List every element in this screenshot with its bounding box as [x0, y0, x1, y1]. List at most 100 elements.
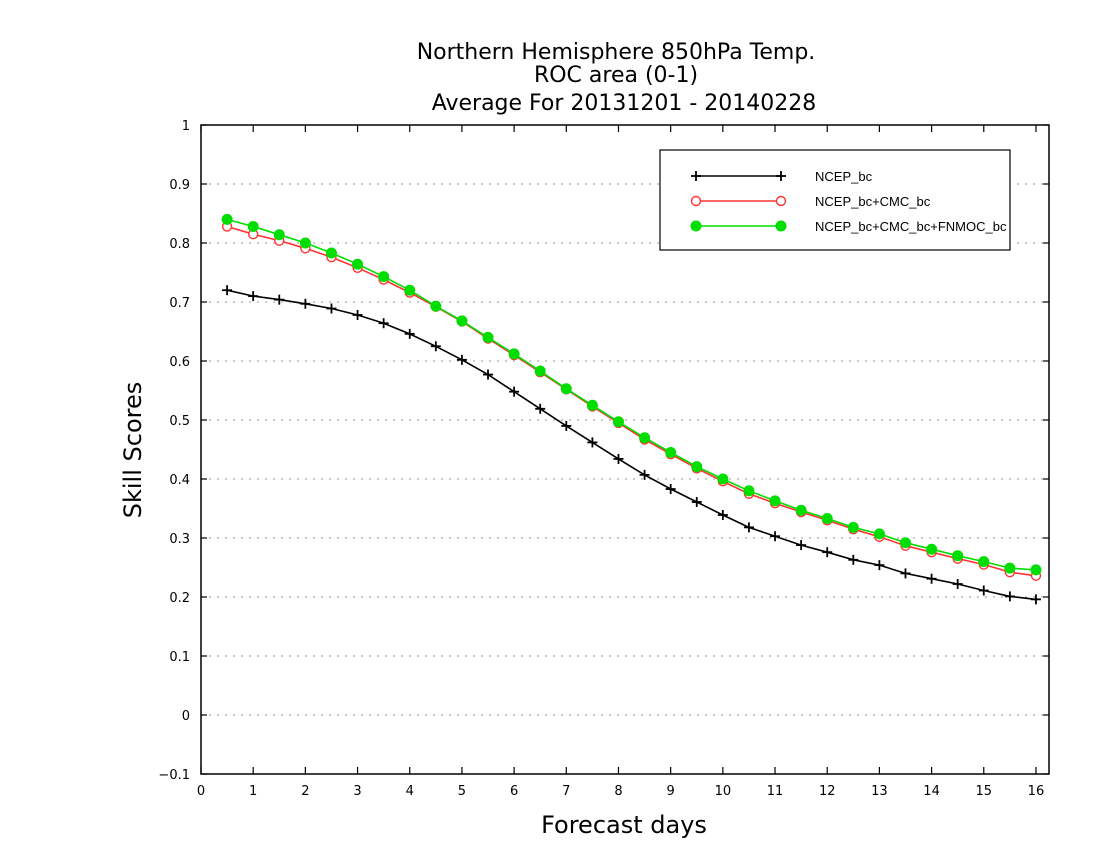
y-tick-label: 1	[182, 119, 190, 134]
y-tick-label: −0.1	[158, 768, 190, 783]
x-tick-label: 12	[819, 784, 836, 799]
data-point	[222, 285, 233, 296]
data-point	[873, 528, 885, 540]
data-point	[430, 341, 441, 352]
x-tick-label: 2	[301, 784, 309, 799]
x-tick-label: 1	[249, 784, 257, 799]
x-tick-label: 16	[1028, 784, 1045, 799]
data-point	[926, 573, 937, 584]
data-point	[326, 303, 337, 314]
legend: NCEP_bc NCEP_bc+CMC_bc NCEP_bc+CMC_bc+FNMO…	[659, 149, 1011, 251]
legend-entry: NCEP_bc+CMC_bc	[690, 194, 931, 209]
data-point	[299, 237, 311, 249]
data-point	[613, 453, 624, 464]
x-tick-label: 10	[715, 784, 732, 799]
data-point	[795, 504, 807, 516]
y-tick-label: 0.9	[169, 178, 190, 193]
data-point	[221, 213, 233, 225]
data-point	[1004, 562, 1016, 574]
x-tick-label: 5	[458, 784, 466, 799]
data-point	[586, 399, 598, 411]
data-point	[847, 521, 859, 533]
y-tick-label: 0.6	[169, 355, 190, 370]
data-point	[665, 484, 676, 495]
legend-label: NCEP_bc+CMC_bc+FNMOC_bc	[815, 219, 1007, 234]
data-point	[639, 432, 651, 444]
data-point	[430, 300, 442, 312]
x-tick-label: 7	[562, 784, 570, 799]
x-tick-label: 13	[871, 784, 888, 799]
chart-title: Northern Hemisphere 850hPa Temp. ROC are…	[417, 40, 817, 116]
data-point	[612, 416, 624, 428]
data-point	[691, 171, 701, 181]
y-axis-ticks: −0.1 0 0.1 0.2 0.3 0.4 0.5 0.6 0.7 0.8 0.9 1	[158, 119, 1049, 783]
series-line	[226, 289, 1037, 601]
y-axis-label: Skill Scores	[119, 382, 147, 519]
data-point	[483, 369, 494, 380]
data-point	[456, 315, 468, 327]
data-point	[796, 540, 807, 551]
data-point	[247, 220, 259, 232]
title-line-2: ROC area (0-1)	[534, 63, 698, 88]
data-point	[639, 469, 650, 480]
data-point	[900, 568, 911, 579]
data-point	[665, 446, 677, 458]
data-point	[534, 365, 546, 377]
series-1	[222, 285, 1041, 605]
data-point	[378, 271, 390, 283]
data-point	[690, 195, 702, 207]
data-point	[848, 554, 859, 565]
series-line	[226, 218, 1037, 571]
data-point	[770, 531, 781, 542]
data-point	[952, 550, 964, 562]
title-line-3: Average For 20131201 - 20140228	[432, 91, 817, 116]
data-point	[743, 522, 754, 533]
x-tick-label: 3	[353, 784, 361, 799]
y-tick-label: 0.3	[169, 532, 190, 547]
data-point	[690, 220, 702, 232]
data-point	[776, 171, 786, 181]
x-tick-label: 6	[510, 784, 518, 799]
data-point	[743, 485, 755, 497]
grid	[201, 183, 1049, 716]
data-point	[769, 495, 781, 507]
data-point	[717, 473, 729, 485]
data-point	[821, 513, 833, 525]
plot-frame	[200, 124, 1050, 775]
y-tick-label: 0.1	[169, 650, 190, 665]
data-point	[560, 383, 572, 395]
data-point	[535, 403, 546, 414]
x-tick-label: 15	[975, 784, 992, 799]
data-point	[456, 354, 467, 365]
data-point	[691, 497, 702, 508]
legend-label: NCEP_bc	[815, 169, 873, 184]
legend-box	[659, 149, 1011, 251]
data-point	[1030, 594, 1041, 605]
data-point	[1004, 591, 1015, 602]
y-tick-label: 0.7	[169, 296, 190, 311]
data-point	[874, 560, 885, 571]
data-point	[378, 318, 389, 329]
data-point	[352, 309, 363, 320]
data-point	[325, 247, 337, 259]
x-tick-label: 4	[406, 784, 414, 799]
x-tick-label: 8	[614, 784, 622, 799]
title-line-1: Northern Hemisphere 850hPa Temp.	[417, 40, 816, 65]
data-point	[775, 220, 787, 232]
data-point	[926, 543, 938, 555]
x-tick-label: 9	[667, 784, 675, 799]
data-point	[273, 229, 285, 241]
data-point	[404, 328, 415, 339]
x-axis-label: Forecast days	[541, 811, 707, 839]
y-tick-label: 0	[182, 709, 190, 724]
data-point	[300, 298, 311, 309]
data-point	[352, 258, 364, 270]
legend-entry: NCEP_bc+CMC_bc+FNMOC_bc	[690, 219, 1007, 234]
data-point	[404, 284, 416, 296]
data-point	[587, 437, 598, 448]
legend-entry: NCEP_bc	[691, 169, 873, 184]
x-axis-ticks: 0 1 2 3 4 5 6 7 8 9 10 11 12 13 14 15 16	[197, 125, 1044, 799]
data-point	[274, 294, 285, 305]
x-tick-label: 11	[767, 784, 784, 799]
series-layer	[221, 213, 1042, 605]
